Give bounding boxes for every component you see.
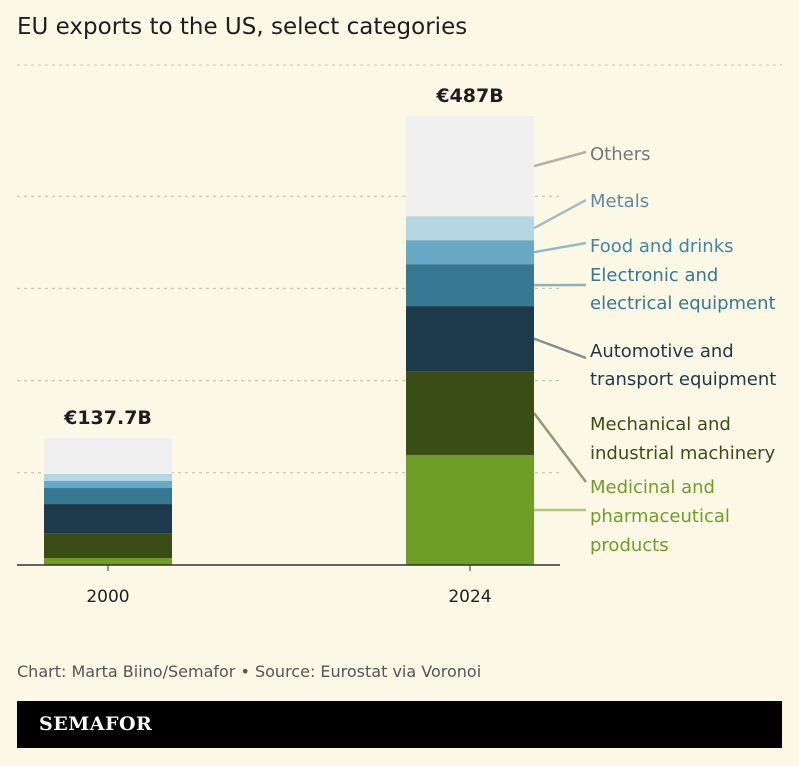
leader-line xyxy=(533,241,587,254)
bar-segment xyxy=(44,504,172,534)
bar-segment xyxy=(406,455,534,565)
stacked-bar-chart: €137.7B 2000 €487B 2024 Medicinal and pharmac… xyxy=(17,64,782,607)
credit-line: Chart: Marta Biino/Semafor • Source: Eur… xyxy=(17,662,482,681)
leader-line xyxy=(533,150,587,168)
bar-segment xyxy=(406,240,534,265)
x-tick-label: 2000 xyxy=(86,587,129,607)
series-label: Automotive and xyxy=(590,341,734,362)
bar-segment xyxy=(44,533,172,558)
brand-bar: SEMAFOR xyxy=(17,701,782,748)
bar-segment xyxy=(406,306,534,372)
semafor-logo: SEMAFOR xyxy=(39,713,153,735)
bar-segment xyxy=(44,438,172,475)
series-label: Food and drinks xyxy=(590,236,734,257)
bar-segment xyxy=(44,481,172,489)
bar-segment xyxy=(44,557,172,565)
bar-segment xyxy=(44,474,172,482)
x-tick-label: 2024 xyxy=(448,587,491,607)
bar-segment xyxy=(44,488,172,505)
series-label: Mechanical and xyxy=(590,414,731,435)
series-label: Electronic and xyxy=(590,265,718,286)
bar-segment xyxy=(406,264,534,307)
bar-segment xyxy=(406,371,534,456)
bar-total-label: €487B xyxy=(435,85,503,107)
series-label: Metals xyxy=(590,191,649,212)
series-label: transport equipment xyxy=(590,369,776,390)
series-label: industrial machinery xyxy=(590,443,776,464)
series-label: electrical equipment xyxy=(590,293,776,314)
bar-segment xyxy=(406,116,534,217)
series-label: Medicinal and xyxy=(590,477,715,498)
series-label: products xyxy=(590,535,669,556)
leader-line xyxy=(533,412,587,483)
series-label: Others xyxy=(590,144,651,165)
series-label: pharmaceutical xyxy=(590,506,730,527)
bar-total-label: €137.7B xyxy=(63,407,152,429)
leader-line xyxy=(533,198,587,230)
bar-segment xyxy=(406,216,534,241)
chart-title: EU exports to the US, select categories xyxy=(17,14,468,40)
leader-line xyxy=(533,337,587,360)
